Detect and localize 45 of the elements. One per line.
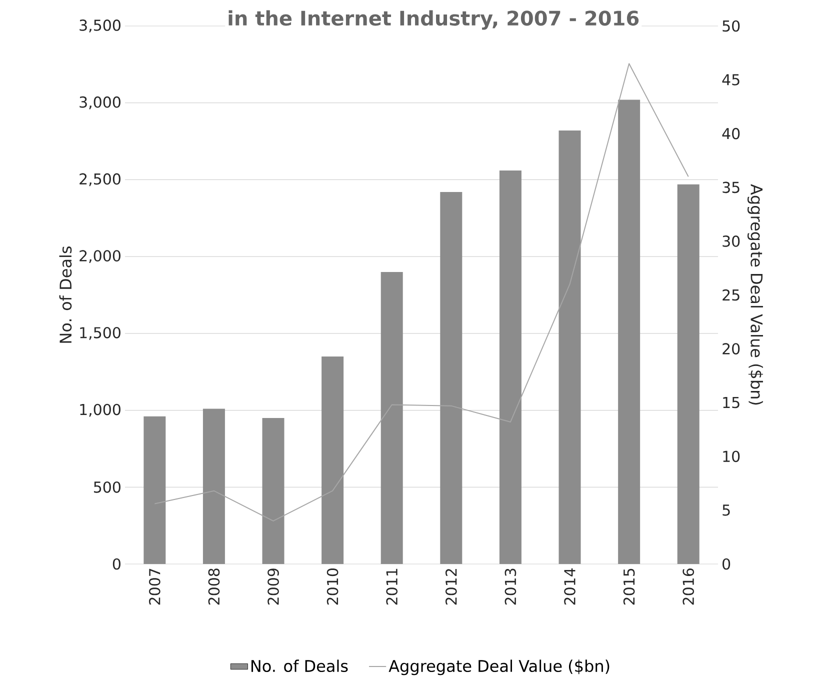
x-tick-label: 2007 [148,568,160,605]
y2-tick-label: 35 [722,182,740,194]
bar [262,418,284,564]
chart-title: in the Internet Industry, 2007 - 2016 [228,10,639,30]
y2-tick-label: 45 [722,74,740,86]
x-tick-label: 2014 [564,568,576,605]
x-tick-label: 2015 [623,568,635,605]
bar [144,416,166,564]
y2-axis-title: Aggregate Deal Value ($bn) [748,184,763,405]
bar [499,170,522,564]
bar [558,130,581,564]
bar [677,184,700,564]
bar [440,192,462,564]
y2-tick-label: 50 [722,20,740,32]
y2-tick-label: 20 [722,343,740,354]
y-axis-title: No. of Deals [59,246,72,343]
x-tick-label: 2011 [386,568,398,605]
legend-label: No. of Deals [251,660,348,672]
y-tick-label: 2,500 [80,173,120,186]
x-tick-label: 2010 [326,568,338,605]
bar [618,100,640,564]
y2-tick-label: 40 [722,128,740,140]
y2-tick-label: 15 [723,397,740,408]
y2-tick-label: 10 [723,450,740,462]
y-tick-label: 1,000 [80,404,120,417]
x-tick-label: 2012 [445,569,457,605]
y2-tick-label: 5 [722,504,730,516]
y-tick-label: 500 [94,481,120,493]
x-tick-label: 2008 [208,568,220,605]
legend-label: Aggregate Deal Value ($bn) [388,660,610,676]
x-tick-label: 2016 [682,568,694,605]
x-tick-label: 2013 [504,568,516,605]
bar [202,408,225,564]
bar [380,272,403,564]
bar [322,356,344,564]
y2-tick-label: 25 [722,289,740,301]
y-tick-label: 1,500 [80,326,120,340]
y2-tick-label: 0 [722,558,730,570]
y-tick-label: 3,000 [80,96,120,110]
x-tick-label: 2009 [268,568,279,605]
y-tick-label: 0 [112,558,120,570]
y2-tick-label: 30 [722,236,740,247]
y-tick-label: 3,500 [80,20,120,32]
y-tick-label: 2,000 [80,250,120,263]
line-series [154,63,689,522]
